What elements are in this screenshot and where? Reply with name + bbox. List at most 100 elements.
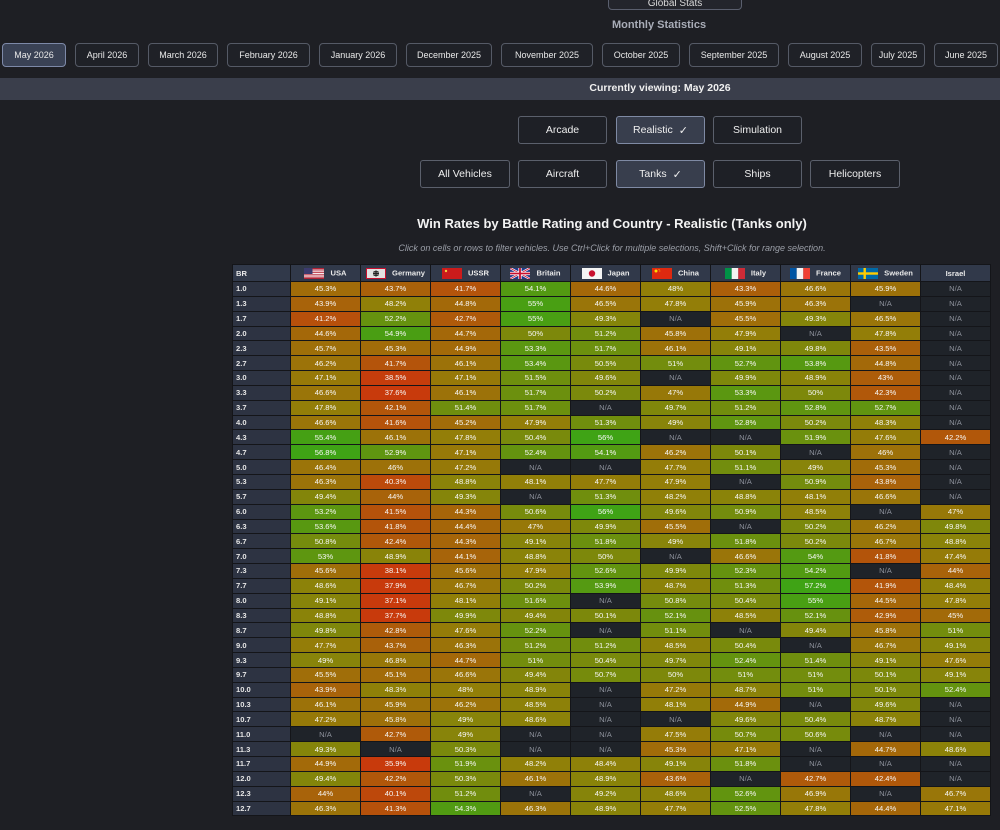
table-row[interactable]: 7.3 45.6% 38.1% 45.6% 47.9% 52.6% 49.9% 52.3% 54… — [232, 563, 991, 579]
winrate-cell[interactable]: 46.3% — [290, 473, 361, 490]
winrate-cell[interactable]: 50.4% — [710, 592, 781, 609]
winrate-cell[interactable]: 56.8% — [290, 444, 361, 461]
winrate-cell[interactable]: 51.9% — [430, 756, 501, 772]
winrate-cell[interactable]: 44.9% — [710, 696, 781, 713]
br-cell[interactable]: 4.7 — [232, 444, 291, 461]
winrate-cell[interactable]: 48.7% — [640, 577, 711, 594]
winrate-cell[interactable]: 45.3% — [360, 340, 431, 357]
mode-button-simulation[interactable]: Simulation — [713, 116, 802, 144]
winrate-cell[interactable]: 52.2% — [360, 310, 431, 327]
winrate-cell[interactable]: 49% — [780, 459, 851, 475]
column-header-china[interactable]: China — [640, 264, 711, 282]
winrate-cell[interactable]: 56% — [570, 503, 641, 520]
winrate-cell[interactable]: 44.7% — [850, 741, 921, 757]
winrate-cell[interactable]: 42.8% — [360, 622, 431, 639]
winrate-cell[interactable]: 48.8% — [920, 533, 991, 550]
winrate-cell[interactable]: N/A — [920, 711, 991, 728]
winrate-cell[interactable]: 53.2% — [290, 503, 361, 520]
winrate-cell[interactable]: 49.4% — [500, 666, 571, 683]
winrate-cell[interactable]: N/A — [850, 756, 921, 772]
winrate-cell[interactable]: 46.1% — [430, 355, 501, 372]
winrate-cell[interactable]: 49.1% — [920, 666, 991, 683]
winrate-cell[interactable]: 47.6% — [920, 652, 991, 668]
br-cell[interactable]: 7.0 — [232, 548, 291, 565]
winrate-cell[interactable]: 43.9% — [290, 681, 361, 698]
winrate-cell[interactable]: N/A — [710, 473, 781, 490]
table-row[interactable]: 5.0 46.4% 46% 47.2% N/A N/A 47.7% 51.1% 49% 45.3%… — [232, 459, 991, 475]
winrate-cell[interactable]: 47.1% — [430, 370, 501, 386]
winrate-cell[interactable]: N/A — [710, 770, 781, 787]
br-cell[interactable]: 1.3 — [232, 295, 291, 312]
winrate-cell[interactable]: 41.5% — [360, 503, 431, 520]
winrate-cell[interactable]: 48.8% — [710, 488, 781, 505]
winrate-cell[interactable]: 46.6% — [710, 548, 781, 565]
month-tab-may-2026[interactable]: May 2026 — [2, 43, 66, 67]
winrate-cell[interactable]: 50.2% — [780, 518, 851, 535]
winrate-cell[interactable]: 49.4% — [500, 607, 571, 624]
winrate-cell[interactable]: 50.6% — [500, 503, 571, 520]
winrate-cell[interactable]: 49.3% — [290, 741, 361, 757]
winrate-cell[interactable]: 48.3% — [360, 681, 431, 698]
br-cell[interactable]: 6.7 — [232, 533, 291, 550]
winrate-cell[interactable]: 51.5% — [500, 370, 571, 386]
winrate-cell[interactable]: 44% — [920, 563, 991, 579]
winrate-cell[interactable]: 51.1% — [640, 622, 711, 639]
winrate-cell[interactable]: 51.2% — [500, 637, 571, 654]
winrate-cell[interactable]: 51.7% — [570, 340, 641, 357]
winrate-cell[interactable]: 52.7% — [850, 399, 921, 416]
winrate-cell[interactable]: 47.6% — [430, 622, 501, 639]
winrate-cell[interactable]: 55% — [500, 310, 571, 327]
winrate-cell[interactable]: N/A — [920, 340, 991, 357]
winrate-cell[interactable]: 47.8% — [780, 800, 851, 817]
winrate-cell[interactable]: N/A — [780, 637, 851, 654]
winrate-cell[interactable]: 51.2% — [430, 785, 501, 802]
winrate-cell[interactable]: 46.4% — [290, 459, 361, 475]
winrate-cell[interactable]: 49.6% — [710, 711, 781, 728]
winrate-cell[interactable]: 51.8% — [710, 533, 781, 550]
month-tab-december-2025[interactable]: December 2025 — [406, 43, 492, 67]
br-cell[interactable]: 9.7 — [232, 666, 291, 683]
winrate-cell[interactable]: 48.9% — [570, 770, 641, 787]
winrate-cell[interactable]: 44% — [360, 488, 431, 505]
winrate-cell[interactable]: 48.2% — [500, 756, 571, 772]
table-row[interactable]: 10.3 46.1% 45.9% 46.2% 48.5% N/A 48.1% 44.9% N/A… — [232, 696, 991, 713]
table-row[interactable]: 12.7 46.3% 41.3% 54.3% 46.3% 48.9% 47.7% 52.5% 4… — [232, 800, 991, 817]
br-cell[interactable]: 9.0 — [232, 637, 291, 654]
winrate-cell[interactable]: N/A — [780, 756, 851, 772]
winrate-cell[interactable]: 47.9% — [500, 414, 571, 431]
table-row[interactable]: 11.0 N/A 42.7% 49% N/A N/A 47.5% 50.7% 50.6% N/A N… — [232, 726, 991, 743]
vehicle-type-button-tanks[interactable]: Tanks ✓ — [616, 160, 705, 188]
winrate-cell[interactable]: 42.1% — [360, 399, 431, 416]
winrate-cell[interactable]: 50.7% — [710, 726, 781, 743]
br-cell[interactable]: 8.0 — [232, 592, 291, 609]
winrate-cell[interactable]: 43.8% — [850, 473, 921, 490]
winrate-cell[interactable]: 52.2% — [500, 622, 571, 639]
winrate-cell[interactable]: 46.6% — [850, 488, 921, 505]
winrate-cell[interactable]: 46.7% — [430, 577, 501, 594]
winrate-cell[interactable]: 50.9% — [780, 473, 851, 490]
winrate-cell[interactable]: 46.2% — [850, 518, 921, 535]
winrate-cell[interactable]: 49% — [430, 711, 501, 728]
table-row[interactable]: 3.0 47.1% 38.5% 47.1% 51.5% 49.6% N/A 49.9% 48.9… — [232, 370, 991, 386]
column-header-ussr[interactable]: USSR — [430, 264, 501, 282]
winrate-cell[interactable]: 47.5% — [640, 726, 711, 743]
winrate-cell[interactable]: 44.4% — [430, 518, 501, 535]
winrate-cell[interactable]: 50.5% — [570, 355, 641, 372]
winrate-cell[interactable]: 44.5% — [850, 592, 921, 609]
winrate-cell[interactable]: N/A — [920, 281, 991, 297]
winrate-cell[interactable]: N/A — [640, 429, 711, 446]
br-cell[interactable]: 2.0 — [232, 325, 291, 342]
br-cell[interactable]: 3.3 — [232, 384, 291, 401]
winrate-cell[interactable]: 47.4% — [920, 548, 991, 565]
winrate-cell[interactable]: 48.6% — [920, 741, 991, 757]
winrate-cell[interactable]: N/A — [500, 488, 571, 505]
winrate-cell[interactable]: 47.9% — [640, 473, 711, 490]
winrate-cell[interactable]: 47.2% — [290, 711, 361, 728]
winrate-cell[interactable]: 47.8% — [430, 429, 501, 446]
table-row[interactable]: 9.0 47.7% 43.7% 46.3% 51.2% 51.2% 48.5% 50.4% N/… — [232, 637, 991, 654]
table-row[interactable]: 8.7 49.8% 42.8% 47.6% 52.2% N/A 51.1% N/A 49.4% 4… — [232, 622, 991, 639]
winrate-cell[interactable]: 44.8% — [430, 295, 501, 312]
winrate-cell[interactable]: 44.4% — [850, 800, 921, 817]
winrate-cell[interactable]: N/A — [500, 741, 571, 757]
winrate-cell[interactable]: N/A — [920, 696, 991, 713]
